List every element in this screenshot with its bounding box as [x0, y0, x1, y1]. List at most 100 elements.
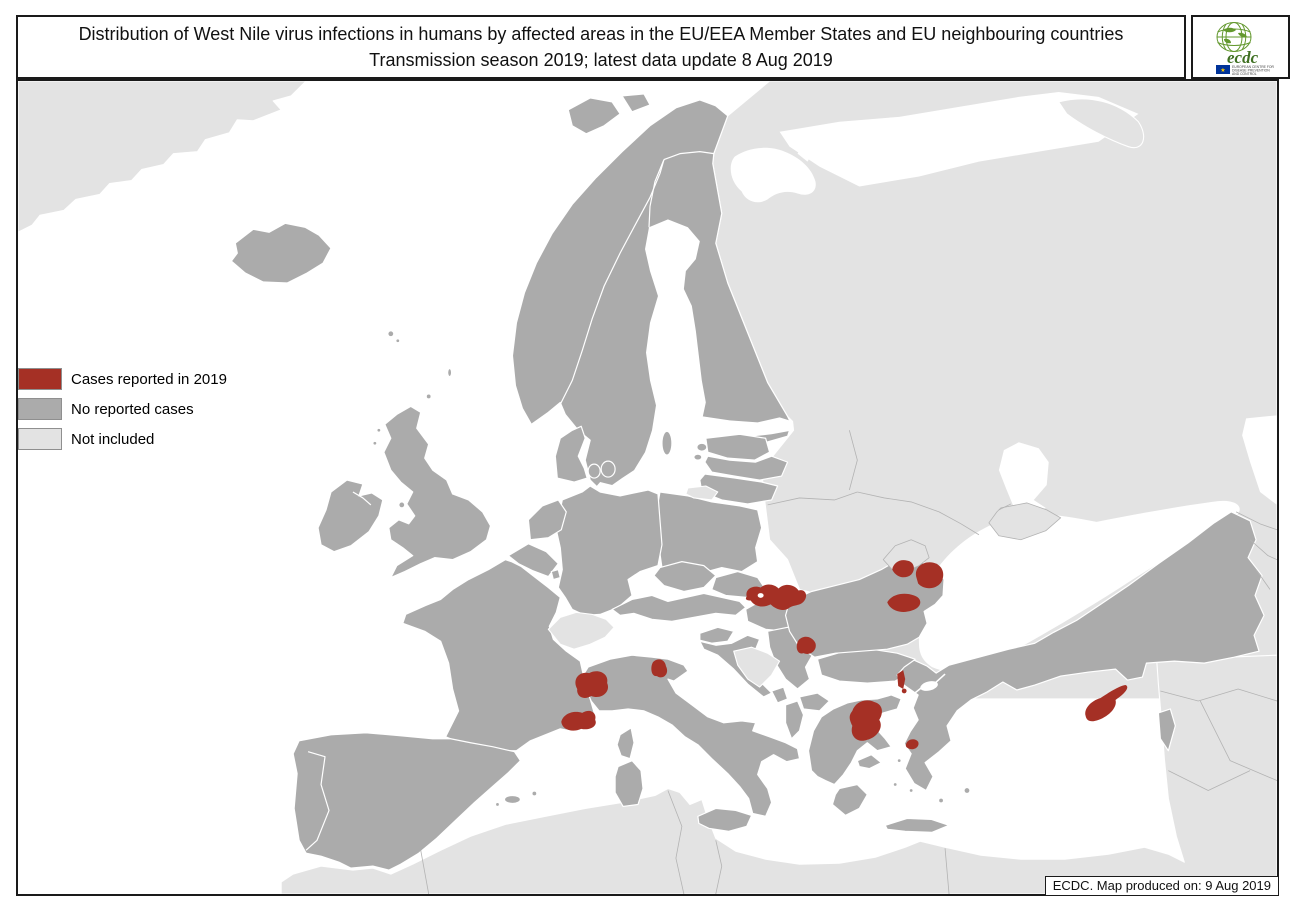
- country-estonia: [705, 433, 771, 461]
- region-novaya-zemlya: [1058, 98, 1145, 149]
- logo-org-line1: EUROPEAN CENTRE FOR: [1232, 65, 1275, 69]
- eu-flag-icon: ★: [1216, 65, 1230, 74]
- not-included-overlays: [547, 485, 1062, 688]
- region-greenland: [18, 81, 307, 233]
- affected-evros-strip: [897, 670, 906, 690]
- country-netherlands: [527, 499, 567, 541]
- aegean-island: [896, 758, 902, 764]
- region-faroe: [387, 330, 395, 338]
- border-belarus-russia: [848, 430, 858, 491]
- logo-org-text: EUROPEAN CENTRE FOR DISEASE PREVENTION A…: [1232, 65, 1275, 76]
- legend-swatch-not-included: [18, 428, 62, 450]
- region-funen: [587, 463, 601, 479]
- country-denmark: [554, 425, 588, 483]
- map-frame: [16, 79, 1279, 896]
- country-bosnia: [733, 646, 781, 688]
- country-israel: [1157, 708, 1176, 752]
- country-united-kingdom: [383, 405, 492, 579]
- legend-swatch-cases: [18, 368, 62, 390]
- region-kaliningrad: [685, 485, 719, 501]
- legend-label-no-cases: No reported cases: [71, 400, 194, 418]
- affected-cyprus: [1085, 685, 1128, 722]
- region-orkney: [425, 393, 432, 400]
- map-title-line2: Transmission season 2019; latest data up…: [369, 50, 833, 70]
- country-north-macedonia: [798, 692, 831, 712]
- region-hebrides-2: [372, 440, 378, 446]
- novaya-zemlya: [1058, 98, 1145, 149]
- region-saaremaa: [696, 442, 708, 452]
- border-crimea-isthmus: [998, 503, 1012, 511]
- baltic-sea-group: [593, 219, 794, 505]
- border-norway-finland: [663, 151, 714, 161]
- legend-swatch-no-cases: [18, 398, 62, 420]
- sea-of-marmara: [920, 681, 938, 691]
- affected-southern-france-var: [561, 710, 596, 731]
- map-title-line1: Distribution of West Nile virus infectio…: [78, 24, 1124, 44]
- affected-danube-delta-romania: [915, 562, 944, 589]
- region-svalbard: [567, 93, 651, 135]
- affected-northern-serbia: [796, 636, 816, 654]
- region-mallorca: [503, 794, 522, 805]
- border-portugal-spain: [305, 751, 330, 851]
- region-ibiza: [494, 801, 501, 808]
- baltic-sea: [593, 219, 794, 505]
- scandinavia-borders: [559, 151, 714, 405]
- barents-sea: [779, 91, 1139, 187]
- region-crete: [884, 817, 950, 833]
- country-luxembourg: [550, 568, 561, 581]
- map-legend: Cases reported in 2019 No reported cases…: [18, 368, 227, 458]
- title-box: Distribution of West Nile virus infectio…: [16, 15, 1186, 79]
- country-belgium: [507, 543, 559, 578]
- border-algeria-tunisia: [667, 790, 685, 894]
- affected-areas-layer: [561, 560, 1128, 750]
- region-isle-of-man: [398, 501, 406, 509]
- globe-land-patches: [1223, 27, 1247, 44]
- legend-row-not-included: Not included: [18, 428, 227, 450]
- dardanelles-strait: [910, 687, 922, 697]
- attribution-box: ECDC. Map produced on: 9 Aug 2019: [1044, 876, 1279, 896]
- affected-northeast-romania: [892, 560, 914, 578]
- border-jordan-saudi: [1168, 770, 1251, 791]
- country-iceland: [230, 222, 332, 284]
- region-zealand: [600, 460, 616, 478]
- region-peloponnese: [831, 783, 868, 816]
- aegean-island-4: [908, 787, 914, 794]
- bosporus-strait: [934, 673, 946, 684]
- logo-org-line3: AND CONTROL: [1232, 72, 1257, 76]
- country-switzerland: [547, 611, 615, 650]
- region-corsica: [616, 727, 635, 760]
- marmara-group: [910, 673, 946, 697]
- region-crimea: [988, 502, 1062, 541]
- affected-northeast-italy-veneto: [651, 659, 668, 678]
- country-latvia: [704, 455, 789, 481]
- country-czechia: [653, 561, 717, 593]
- region-euboea: [856, 754, 882, 770]
- border-norway-sweden: [559, 159, 665, 405]
- border-caucasus: [1249, 539, 1277, 561]
- country-slovenia: [699, 626, 735, 644]
- region-rhodes: [963, 786, 971, 795]
- white-sea: [730, 147, 816, 203]
- region-faroe-2: [395, 338, 401, 344]
- affected-austria-hungary-belt: [745, 584, 807, 611]
- region-hiiumaa: [693, 453, 703, 461]
- europe-map: [18, 81, 1277, 894]
- region-gotland: [661, 430, 673, 456]
- border-northern-ireland: [352, 491, 372, 506]
- border-sweden-finland: [648, 159, 665, 228]
- ecdc-wordmark: ecdc: [1227, 48, 1259, 67]
- white-borders: [305, 491, 372, 851]
- aegean-island-6: [937, 797, 945, 804]
- country-spain-portugal: [292, 732, 522, 871]
- border-ukraine-russia: [857, 491, 980, 536]
- svg-text:★: ★: [1220, 67, 1225, 74]
- legend-label-not-included: Not included: [71, 430, 155, 448]
- border-libya-egypt: [944, 848, 950, 894]
- country-austria: [611, 592, 747, 622]
- white-sea-arm: [797, 133, 820, 162]
- legend-row-cases: Cases reported in 2019: [18, 368, 227, 390]
- country-germany: [555, 485, 663, 616]
- affected-central-macedonia: [849, 700, 882, 741]
- region-shetland: [447, 367, 453, 378]
